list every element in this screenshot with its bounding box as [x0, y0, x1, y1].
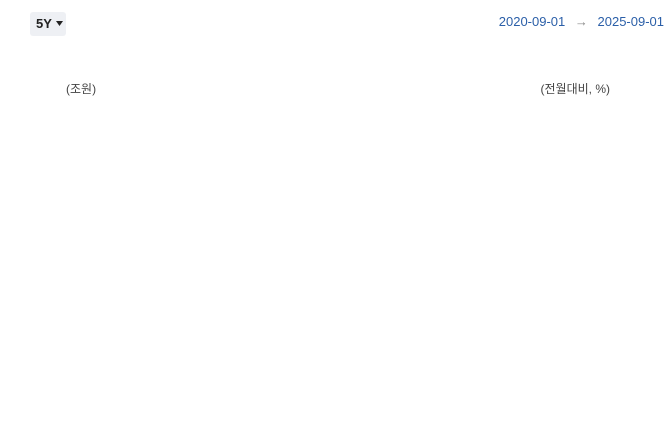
y2-axis-unit: (전월대비, %) [541, 82, 611, 96]
y-axis-unit: (조원) [66, 82, 96, 96]
end-date: 2025-09-01 [597, 14, 665, 29]
date-range: 2020-09-01 → 2025-09-01 [499, 14, 664, 29]
dropdown-caret: 25003000350040004500-0.600.61.21.8202120… [56, 21, 63, 26]
range-value: 5Y [36, 16, 52, 31]
start-date: 2020-09-01 [498, 14, 566, 29]
range-arrow: → [574, 14, 588, 29]
range-dropdown[interactable]: 5Y 25003000350040004500-0.600.61.21.8202… [30, 12, 66, 36]
